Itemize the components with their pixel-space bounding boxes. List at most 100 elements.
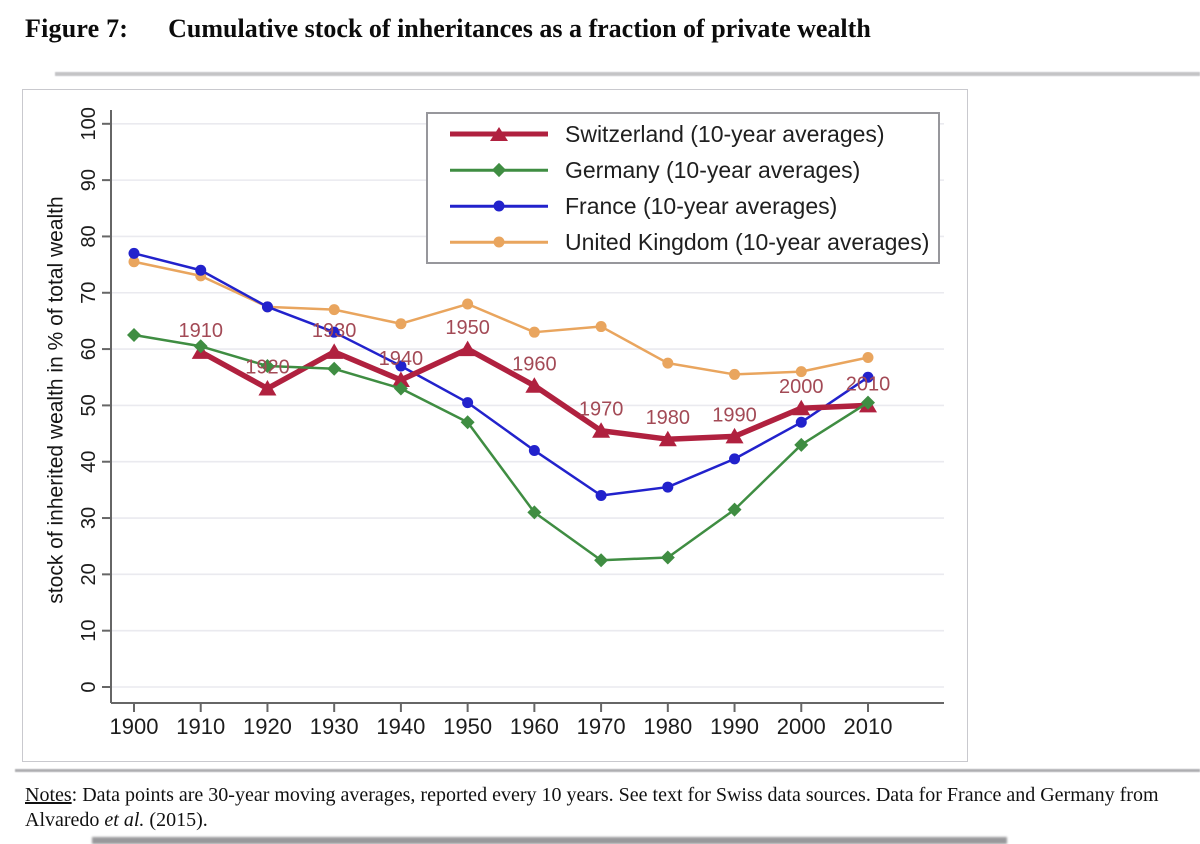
y-axis-title: stock of inherited wealth in % of total … [45,196,68,603]
legend-item: United Kingdom (10-year averages) [428,224,938,260]
x-tick-label: 2010 [844,714,893,739]
legend-key-circle-icon [450,195,548,217]
y-tick-label: 60 [78,338,100,360]
data-point [327,361,342,376]
legend-item: Germany (10-year averages) [428,152,938,188]
data-point [258,380,277,396]
data-point [658,430,677,447]
data-point [594,553,609,568]
point-year-label: 1940 [379,348,424,370]
y-tick-label: 0 [78,681,100,692]
legend-label: France (10-year averages) [565,192,838,219]
chart-area: 0 10 20 30 40 50 60 70 80 90 100 1900 1910 1920 1930 19… [22,89,968,762]
data-point [729,368,741,380]
legend-label: United Kingdom (10-year averages) [565,228,930,255]
scan-artifact-mid-line [15,769,1200,772]
point-year-label: 1920 [245,357,290,379]
data-point [862,371,874,383]
data-point [729,453,741,465]
figure-notes: Notes: Data points are 30-year moving av… [25,783,1175,833]
data-point [128,256,140,268]
figure-number: Figure 7: [25,14,129,43]
data-point [794,437,809,452]
data-point [458,340,477,357]
data-point [792,399,811,416]
data-point [727,502,742,517]
legend-key-triangle-icon [450,123,548,145]
x-tick-label: 1960 [510,714,559,739]
chart-legend: Switzerland (10-year averages) Germany (1… [426,112,940,264]
scan-artifact-top-line [55,72,1200,76]
legend-item: France (10-year averages) [428,188,938,224]
data-point [395,318,407,330]
y-tick-label: 70 [78,282,100,304]
data-point [595,321,607,333]
notes-text-2: (2015). [144,809,208,831]
point-year-label: 1930 [312,320,357,342]
data-point [862,352,874,364]
data-point [527,505,542,520]
figure-title-row: Figure 7: Cumulative stock of inheritanc… [25,14,871,44]
data-point [328,326,340,338]
data-point [528,326,540,338]
data-point [662,481,674,493]
legend-label: Germany (10-year averages) [565,156,861,183]
data-point [328,304,340,316]
notes-text-1: : Data points are 30-year moving average… [25,784,1159,831]
chart-plot: 0 10 20 30 40 50 60 70 80 90 100 1900 1910 1920 1930 19… [45,107,944,739]
point-year-label: 1950 [445,317,490,339]
legend-item: Switzerland (10-year averages) [428,116,938,152]
x-tick-label: 2000 [777,714,826,739]
data-point [261,301,273,313]
data-point [462,298,474,310]
x-tick-label: 1920 [243,714,292,739]
x-tick-label: 1950 [443,714,492,739]
data-point [393,381,408,396]
x-tick-label: 1990 [710,714,759,739]
y-tick-label: 20 [78,563,100,585]
series-line [133,252,869,497]
data-point [462,397,474,409]
legend-key-circle-icon [450,231,548,253]
notes-text-italic: et al. [104,809,145,831]
y-tick-label: 90 [78,169,100,191]
notes-label: Notes [25,784,72,806]
y-tick-label: 40 [78,451,100,473]
x-tick-label: 1900 [110,714,159,739]
data-point [592,422,611,438]
data-point [395,360,407,372]
y-tick-label: 30 [78,507,100,529]
data-point [260,358,275,373]
legend-key-diamond-icon [450,159,548,181]
series-line [133,333,869,562]
point-year-label: 2010 [846,373,891,395]
data-point [528,444,540,456]
data-point [325,343,344,359]
point-year-label: 1960 [512,354,557,376]
y-tick-label: 50 [78,394,100,416]
point-year-label: 1980 [646,407,691,429]
series-line [133,260,869,376]
data-point [128,247,140,259]
y-tick-label: 100 [78,107,100,140]
data-point [660,550,675,565]
point-year-label: 1970 [579,399,624,421]
x-tick-label: 1930 [310,714,359,739]
legend-label: Switzerland (10-year averages) [565,120,885,147]
y-tick-label: 80 [78,225,100,247]
y-tick-label: 10 [78,620,100,642]
data-point [662,357,674,369]
point-year-label: 2000 [779,376,824,398]
data-point [127,328,141,342]
x-tick-label: 1940 [376,714,425,739]
x-tick-label: 1910 [176,714,225,739]
figure-title: Cumulative stock of inheritances as a fr… [168,14,871,43]
x-tick-label: 1980 [643,714,692,739]
data-point [595,490,607,502]
data-point [195,264,207,276]
scan-artifact-bottom-band [92,837,1007,844]
data-point [795,366,807,378]
data-point [525,377,544,393]
data-point [725,427,744,444]
